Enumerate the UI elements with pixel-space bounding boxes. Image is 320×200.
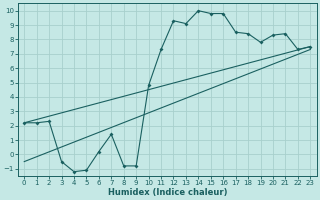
X-axis label: Humidex (Indice chaleur): Humidex (Indice chaleur) — [108, 188, 227, 197]
